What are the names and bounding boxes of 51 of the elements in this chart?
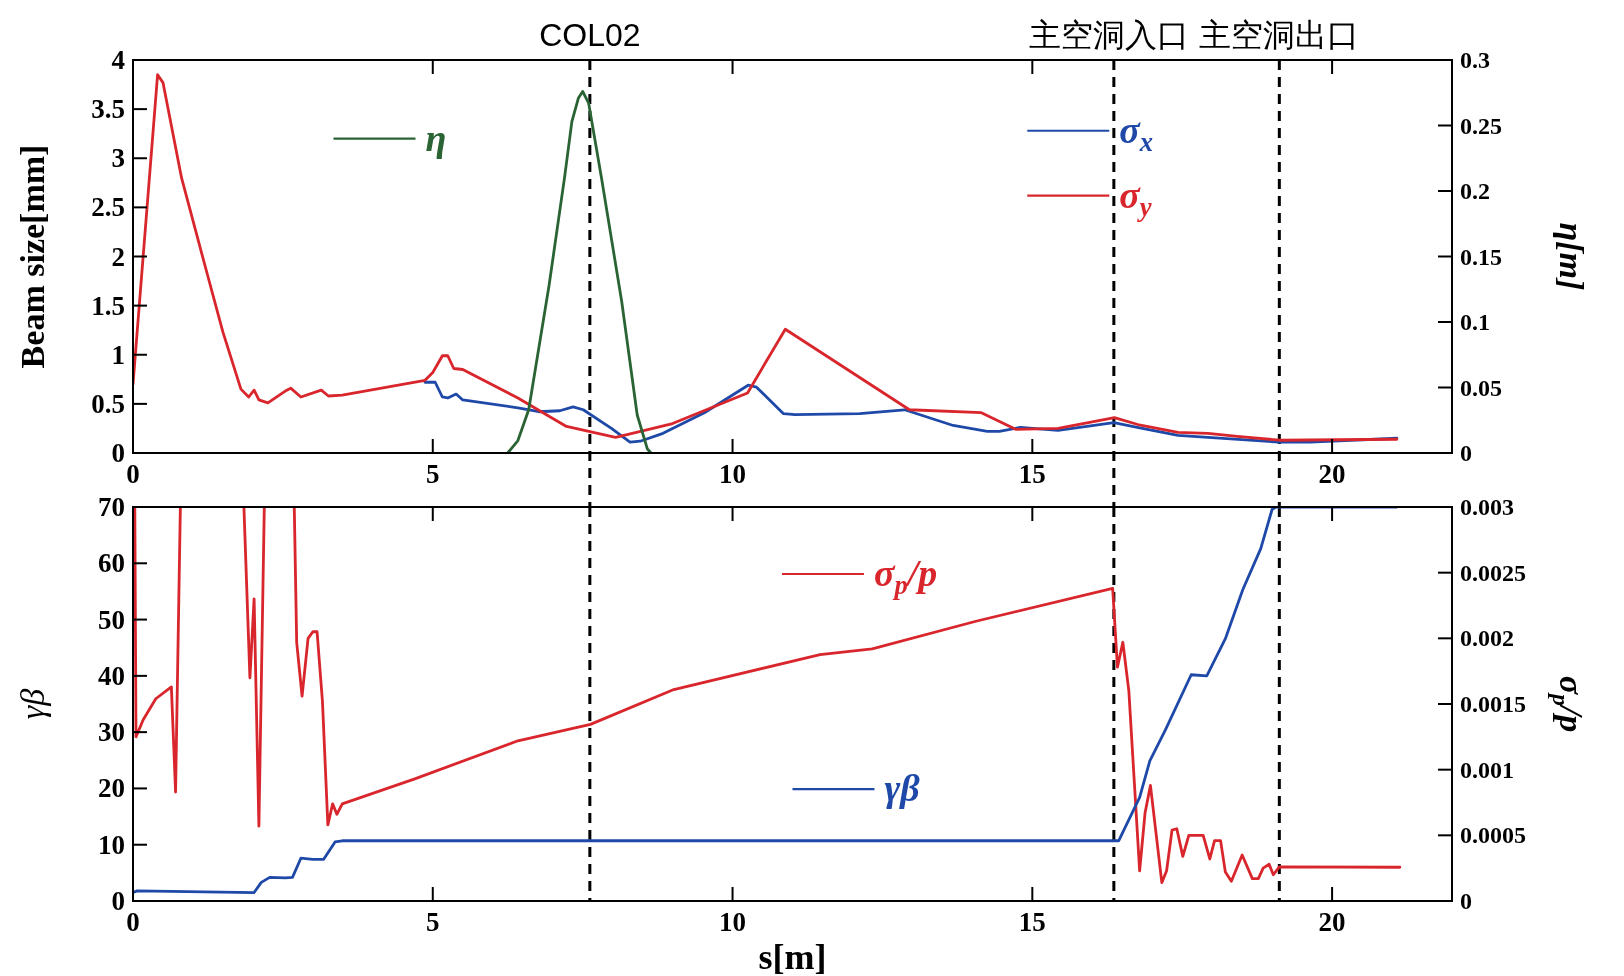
y2-tick-label: 0.3 [1460,47,1490,73]
y-tick-label: 0 [111,438,125,468]
y-tick-label: 70 [98,492,125,522]
y-tick-label: 20 [98,773,125,804]
y2-tick-label: 0.2 [1460,178,1490,204]
y-tick-label: 40 [98,660,125,691]
y2-tick-label: 0.0015 [1460,691,1526,717]
y-tick-label: 4 [111,45,125,75]
y-axis-title: Beam size[mm] [14,144,51,369]
y-tick-label: 0.5 [91,388,125,419]
ref-line-label: 主空洞入口 [1029,17,1190,53]
y-tick-label: 50 [98,604,125,635]
y2-tick-label: 0 [1460,888,1472,914]
legend-label: γβ [884,767,921,810]
legend-label: σ$_{x}$ [1119,108,1154,157]
y-axis-title: γβ [14,688,51,720]
y-tick-label: 3.5 [91,94,125,125]
y-tick-label: 2 [111,241,125,272]
y-tick-label: 60 [98,548,125,579]
x-tick-label: 10 [719,459,747,489]
y2-axis-title: η[m] [1553,222,1590,291]
x-tick-label: 20 [1318,907,1346,937]
y2-tick-label: 0 [1460,440,1472,466]
y2-tick-label: 0.0005 [1460,822,1526,849]
x-tick-label: 5 [426,459,440,489]
x-tick-label: 5 [426,907,440,937]
y-tick-label: 0 [111,886,125,916]
y2-tick-label: 0.1 [1460,309,1490,335]
legend-label: η [425,116,447,159]
ref-line-label: COL02 [539,17,641,53]
ref-line-label: 主空洞出口 [1199,17,1360,53]
y-tick-label: 1 [111,339,125,370]
y2-tick-label: 0.05 [1460,374,1502,401]
y-tick-label: 10 [98,829,125,860]
y-tick-label: 30 [98,717,125,748]
x-tick-label: 15 [1018,459,1046,489]
y2-tick-label: 0.002 [1460,625,1514,652]
x-axis-title: s[m] [758,937,827,976]
y2-tick-label: 0.15 [1460,243,1502,270]
y-tick-label: 2.5 [91,192,125,223]
y-tick-label: 1.5 [91,290,125,321]
y2-tick-label: 0.003 [1460,494,1514,520]
y2-tick-label: 0.0025 [1460,559,1526,586]
legend-label: σ$_{p}$/p [873,551,938,601]
x-tick-label: 20 [1318,459,1346,489]
x-tick-label: 10 [719,907,747,937]
y2-tick-label: 0.25 [1460,112,1502,139]
y2-tick-label: 0.001 [1460,756,1514,783]
y-tick-label: 3 [111,143,125,174]
legend-label: σ$_{y}$ [1119,173,1152,222]
x-tick-label: 15 [1018,907,1046,937]
